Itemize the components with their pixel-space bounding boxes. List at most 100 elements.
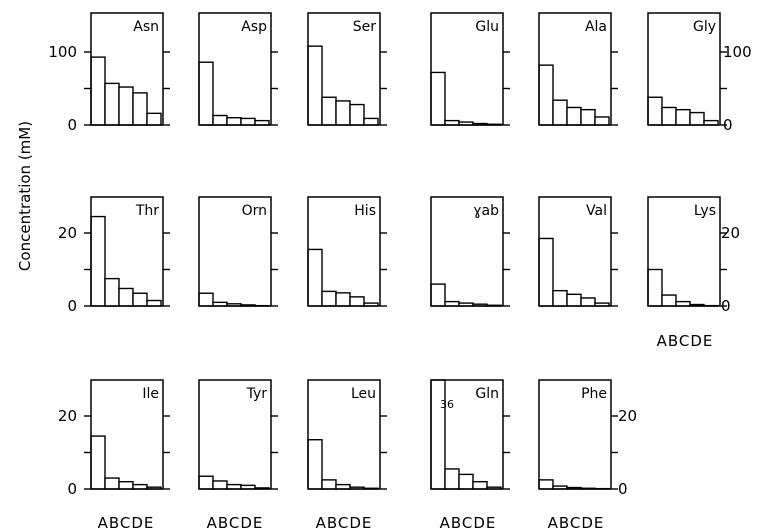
bar-ala-b	[552, 99, 568, 126]
panel-title-glu: Glu	[475, 19, 499, 35]
bar-asn-c	[118, 86, 134, 126]
bar-ala-d	[580, 108, 596, 126]
bar-ile-b	[104, 477, 120, 490]
row-3-right-tick-label-zero: 0	[618, 480, 628, 498]
bar-asp-a	[198, 61, 214, 126]
bar-ser-d	[349, 103, 365, 126]
frame-ile	[90, 379, 164, 489]
abcde-label-lys: ABCDE	[657, 332, 714, 350]
bar-thr-a	[90, 215, 106, 307]
frame-asn	[90, 12, 164, 125]
bar-his-a	[307, 248, 323, 307]
y-axis-label: Concentration (mM)	[16, 121, 34, 271]
frame-ala	[538, 12, 612, 125]
frame-ser	[307, 12, 381, 125]
panel-title-thr: Thr	[135, 203, 159, 219]
bar-leu-b	[321, 479, 337, 490]
bar-asn-d	[132, 92, 148, 126]
bar-gly-a	[647, 96, 663, 126]
panel-gln: Gln	[430, 379, 510, 490]
bar-gln-a	[430, 379, 446, 490]
frame-leu	[307, 379, 381, 489]
bar-asn-a	[90, 56, 106, 126]
bar-thr-b	[104, 277, 120, 307]
bar-gln-b	[444, 468, 460, 490]
panel-title-tyr: Tyr	[246, 386, 268, 402]
panel-orn: Orn	[198, 196, 278, 307]
frame-his	[307, 196, 381, 306]
panel-title-val: Val	[586, 203, 607, 219]
frame-tyr	[198, 379, 272, 489]
row-2-right-tick-label-top: 20	[721, 224, 740, 242]
bar-ile-c	[118, 481, 134, 490]
row-2-left-tick-label-top: 20	[58, 224, 77, 242]
bar-val-c	[566, 293, 582, 307]
bar-lys-b	[661, 294, 677, 307]
panel-title-asp: Asp	[241, 19, 267, 35]
bar-thr-e	[146, 299, 162, 307]
panel-ile: Ile	[84, 379, 170, 490]
panel-asp: Asp	[198, 12, 278, 126]
panel-tyr: Tyr	[198, 379, 278, 490]
bar-ile-a	[90, 435, 106, 490]
frame-asp	[198, 12, 272, 125]
row-2-right-tick-label-zero: 0	[721, 297, 731, 315]
bar-gln-d	[472, 481, 488, 490]
panel-title-his: His	[354, 203, 376, 219]
bar-ab-a	[430, 283, 446, 307]
bar-thr-d	[132, 292, 148, 307]
row-1-right-tick-label-top: 100	[723, 43, 752, 61]
panel-title-ab: ɣab	[473, 203, 499, 219]
panel-title-lys: Lys	[694, 203, 716, 219]
frame-phe	[538, 379, 612, 489]
abcde-label-tyr: ABCDE	[207, 514, 264, 531]
panel-title-leu: Leu	[351, 386, 376, 402]
bar-his-c	[335, 292, 351, 307]
panel-title-ile: Ile	[142, 386, 159, 402]
frame-orn	[198, 196, 272, 306]
frame-glu	[430, 12, 504, 125]
panels-layer: Asn Asp Ser Glu Ala Gly Thr Orn His ɣab Val Lys Ile T…	[84, 12, 727, 490]
row-3-left-tick-label-zero: 0	[67, 480, 77, 498]
bar-val-d	[580, 297, 596, 307]
bar-tyr-b	[212, 480, 228, 490]
bar-ala-c	[566, 106, 582, 126]
bar-his-b	[321, 290, 337, 307]
bar-asn-b	[104, 82, 120, 126]
bar-asp-c	[226, 116, 242, 126]
panel-ala: Ala	[538, 12, 618, 126]
bar-tyr-a	[198, 475, 214, 490]
bar-leu-a	[307, 439, 323, 490]
panel-leu: Leu	[307, 379, 387, 490]
abcde-label-phe: ABCDE	[548, 514, 605, 531]
abcde-label-gln: ABCDE	[440, 514, 497, 531]
bar-gly-d	[689, 111, 705, 126]
panel-ab: ɣab	[430, 196, 510, 307]
bar-ser-a	[307, 45, 323, 126]
bar-ala-a	[538, 64, 554, 126]
frame-gln	[430, 379, 504, 489]
bar-lys-a	[647, 268, 663, 307]
frame-val	[538, 196, 612, 306]
row-1-left-tick-label-zero: 0	[67, 116, 77, 134]
panel-thr: Thr	[84, 196, 170, 307]
bar-val-b	[552, 289, 568, 307]
bar-ser-b	[321, 96, 337, 126]
bar-gly-c	[675, 108, 691, 126]
row-1-left-tick-label-top: 100	[48, 43, 77, 61]
bar-asn-e	[146, 112, 162, 126]
frame-thr	[90, 196, 164, 306]
panel-title-ala: Ala	[585, 19, 607, 35]
panel-ser: Ser	[307, 12, 387, 126]
row-3-right-tick-label-top: 20	[618, 407, 637, 425]
bar-orn-a	[198, 292, 214, 307]
bar-thr-c	[118, 287, 134, 307]
panel-lys: Lys	[647, 196, 727, 307]
panel-title-orn: Orn	[242, 203, 267, 219]
panel-his: His	[307, 196, 387, 307]
gln-note: 36	[440, 398, 454, 411]
bar-phe-a	[538, 479, 554, 490]
frame-lys	[647, 196, 721, 306]
frame-ab	[430, 196, 504, 306]
